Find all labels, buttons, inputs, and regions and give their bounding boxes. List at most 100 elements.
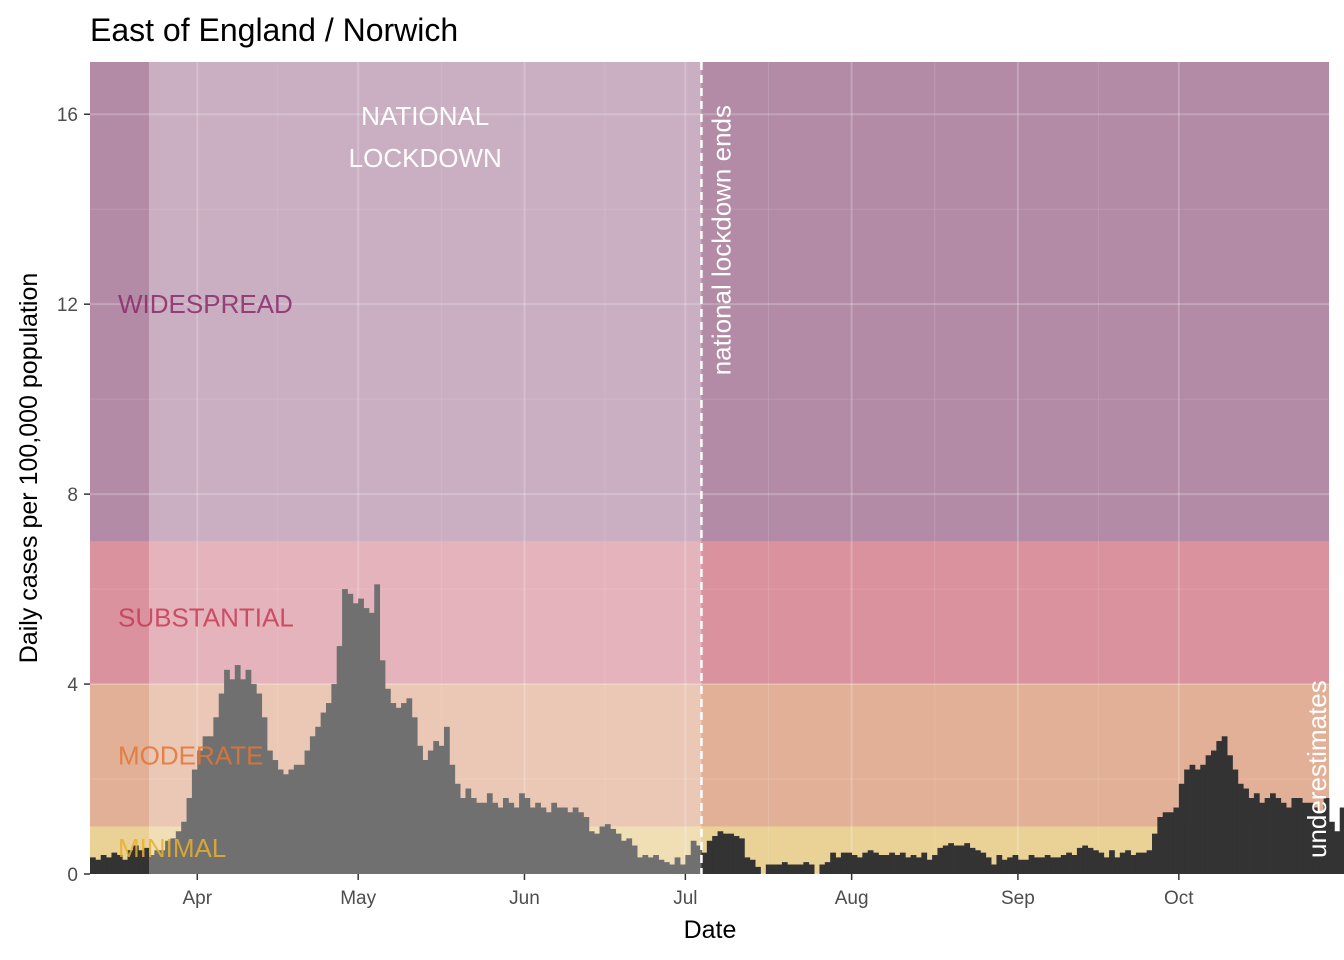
bar <box>1093 850 1099 874</box>
bar <box>1200 764 1207 874</box>
bar <box>690 840 697 874</box>
bar <box>1050 857 1056 874</box>
bar <box>503 798 509 874</box>
bar <box>143 847 150 874</box>
bar <box>218 693 225 874</box>
bar <box>299 764 305 874</box>
bar <box>706 840 713 874</box>
bar <box>647 857 654 874</box>
bar <box>948 843 954 874</box>
bar <box>1076 847 1083 874</box>
bar <box>379 660 386 874</box>
bar <box>996 855 1003 874</box>
bar <box>326 703 332 874</box>
bar <box>170 838 177 874</box>
bar <box>1152 833 1158 874</box>
bar <box>749 859 756 874</box>
bar <box>599 826 606 874</box>
bar <box>1232 769 1239 874</box>
bar <box>1034 857 1040 874</box>
bar <box>1334 831 1341 874</box>
bar <box>1168 812 1174 874</box>
level-bands <box>90 62 1329 874</box>
bar <box>202 736 209 874</box>
bar <box>240 679 246 874</box>
bar <box>1135 852 1142 874</box>
bar <box>685 855 692 874</box>
bar <box>701 852 708 874</box>
bar <box>1221 736 1228 874</box>
bar <box>1259 802 1266 874</box>
bar <box>513 807 520 874</box>
x-tick-label: Jun <box>509 888 540 909</box>
bar <box>374 584 381 874</box>
x-tick-label: Aug <box>835 888 869 909</box>
bar <box>1211 750 1217 874</box>
bar <box>524 798 531 874</box>
bar <box>556 807 563 874</box>
bar <box>1307 802 1314 874</box>
bar <box>1270 793 1276 874</box>
bar <box>658 859 665 874</box>
bar <box>1162 812 1169 874</box>
bar <box>1071 855 1078 874</box>
bar <box>883 855 890 874</box>
bar <box>486 793 493 874</box>
bar <box>878 855 885 874</box>
bar <box>535 802 541 874</box>
bar <box>626 838 633 874</box>
bar <box>417 745 423 874</box>
bar <box>594 833 600 874</box>
bar <box>1329 821 1335 874</box>
bar <box>497 807 504 874</box>
bar <box>197 750 204 874</box>
bar <box>739 838 745 874</box>
bar <box>250 684 257 874</box>
bar <box>390 703 397 874</box>
bar <box>610 828 617 874</box>
bar <box>460 798 466 874</box>
bar <box>733 836 740 874</box>
bar <box>991 864 997 874</box>
bar <box>411 717 418 874</box>
bar <box>1280 802 1287 874</box>
bar <box>969 847 976 874</box>
bar <box>433 741 440 874</box>
bar <box>422 760 429 874</box>
bar <box>578 812 584 874</box>
bar <box>980 852 987 874</box>
bar <box>835 857 842 874</box>
bar <box>857 857 863 874</box>
bar <box>1312 807 1319 874</box>
band-label-widespread: WIDESPREAD <box>118 289 293 319</box>
bar <box>755 866 761 874</box>
bar <box>444 726 450 874</box>
y-tick-label: 12 <box>57 295 78 316</box>
bar <box>637 857 643 874</box>
y-tick-label: 0 <box>67 865 78 886</box>
bar <box>1017 859 1024 874</box>
bar <box>975 850 981 874</box>
bar <box>1023 859 1030 874</box>
bar <box>1098 852 1105 874</box>
bar <box>1082 845 1089 874</box>
bar <box>165 840 171 874</box>
lockdown-label: NATIONAL LOCKDOWN <box>349 101 502 173</box>
bar <box>385 688 391 874</box>
bar <box>438 745 445 874</box>
bar <box>1087 847 1094 874</box>
bar <box>696 845 702 874</box>
bar <box>315 726 322 874</box>
band-label-moderate: MODERATE <box>118 740 263 770</box>
bar <box>781 862 788 874</box>
bar <box>862 852 869 874</box>
bar <box>1184 769 1190 874</box>
bar <box>1173 807 1180 874</box>
bar <box>368 612 375 874</box>
bar <box>889 852 895 874</box>
lockdown-end-label: national lockdown ends <box>706 105 736 375</box>
x-axis-title: Date <box>684 916 737 944</box>
bar <box>926 859 933 874</box>
